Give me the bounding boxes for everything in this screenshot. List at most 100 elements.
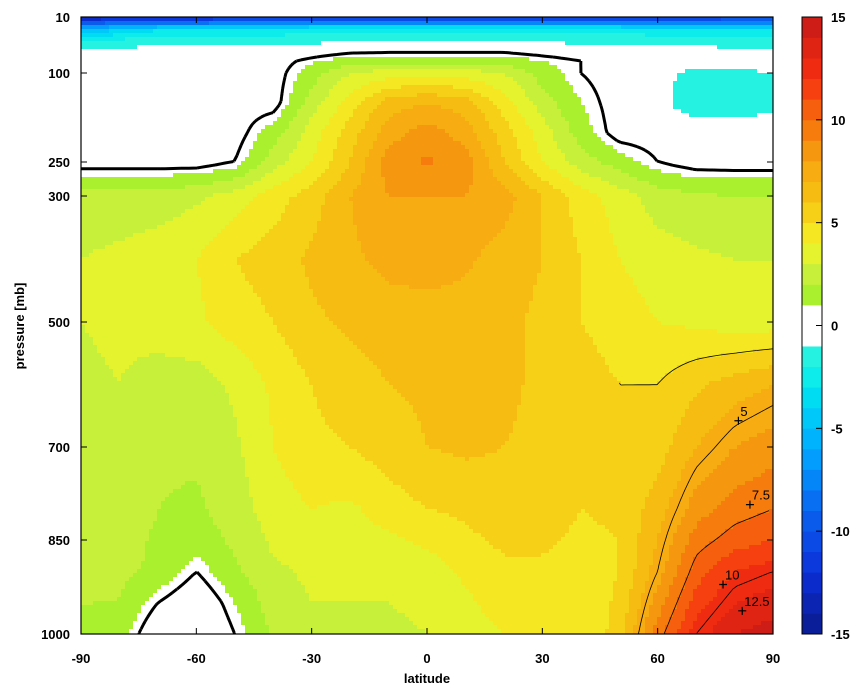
field-cell [613, 17, 618, 22]
field-cell [481, 45, 486, 50]
field-cell [93, 97, 98, 102]
field-cell [149, 73, 154, 78]
field-cell [337, 61, 342, 66]
field-cell [721, 61, 726, 66]
field-cell [657, 69, 662, 74]
field-cell [589, 109, 594, 114]
field-cell [225, 25, 230, 30]
field-cell [245, 21, 250, 26]
field-cell [209, 117, 214, 122]
field-cell [353, 121, 358, 126]
field-cell [597, 69, 602, 74]
field-cell [341, 77, 346, 82]
field-cell [213, 45, 218, 50]
field-cell [377, 21, 382, 26]
field-cell [225, 77, 230, 82]
field-cell [745, 121, 750, 126]
field-cell [689, 45, 694, 50]
field-cell [293, 85, 298, 90]
field-cell [417, 93, 422, 98]
field-cell [121, 121, 126, 126]
field-cell [665, 41, 670, 46]
field-cell [557, 45, 562, 50]
field-cell [693, 57, 698, 62]
field-cell [133, 73, 138, 78]
field-cell [269, 125, 274, 130]
field-cell [557, 97, 562, 102]
field-cell [557, 41, 562, 46]
field-cell [625, 73, 630, 78]
field-cell [613, 89, 618, 94]
field-cell [737, 113, 742, 118]
field-cell [149, 105, 154, 110]
field-cell [89, 37, 94, 42]
field-cell [665, 69, 670, 74]
field-cell [177, 109, 182, 114]
field-cell [633, 85, 638, 90]
field-cell [621, 33, 626, 38]
field-cell [705, 29, 710, 34]
field-cell [325, 29, 330, 34]
field-cell [157, 121, 162, 126]
field-cell [705, 97, 710, 102]
field-cell [137, 69, 142, 74]
field-cell [629, 85, 634, 90]
field-cell [765, 33, 770, 38]
field-cell [153, 81, 158, 86]
field-cell [97, 97, 102, 102]
field-cell [757, 121, 762, 126]
field-cell [301, 65, 306, 70]
field-cell [633, 49, 638, 54]
field-cell [501, 61, 506, 66]
field-cell [261, 61, 266, 66]
field-cell [701, 57, 706, 62]
field-cell [753, 65, 758, 70]
field-cell [569, 33, 574, 38]
field-cell [673, 69, 678, 74]
field-cell [609, 81, 614, 86]
field-cell [105, 113, 110, 118]
field-cell [745, 49, 750, 54]
field-cell [669, 49, 674, 54]
field-cell [289, 125, 294, 130]
field-cell [553, 33, 558, 38]
field-cell [389, 93, 394, 98]
field-cell [345, 129, 350, 134]
field-cell [165, 57, 170, 62]
field-cell [669, 69, 674, 74]
field-cell [101, 121, 106, 126]
field-cell [757, 25, 762, 30]
field-cell [573, 53, 578, 58]
field-cell [377, 101, 382, 106]
field-cell [361, 45, 366, 50]
field-cell [409, 21, 414, 26]
field-cell [569, 113, 574, 118]
field-cell [349, 125, 354, 130]
field-cell [361, 121, 366, 126]
field-cell [173, 101, 178, 106]
field-cell [465, 105, 470, 110]
field-cell [561, 33, 566, 38]
field-cell [629, 73, 634, 78]
field-cell [537, 93, 542, 98]
field-cell [457, 37, 462, 42]
field-cell [341, 17, 346, 22]
field-cell [301, 113, 306, 118]
field-cell [293, 89, 298, 94]
field-cell [661, 121, 666, 126]
field-cell [81, 105, 86, 110]
field-cell [169, 89, 174, 94]
field-cell [325, 109, 330, 114]
field-cell [505, 97, 510, 102]
field-cell [241, 73, 246, 78]
field-cell [465, 97, 470, 102]
field-cell [141, 85, 146, 90]
field-cell [485, 125, 490, 130]
field-cell [713, 85, 718, 90]
field-cell [245, 29, 250, 34]
field-cell [445, 21, 450, 26]
field-cell [213, 117, 218, 122]
field-cell [545, 97, 550, 102]
field-cell [497, 113, 502, 118]
field-cell [661, 125, 666, 130]
